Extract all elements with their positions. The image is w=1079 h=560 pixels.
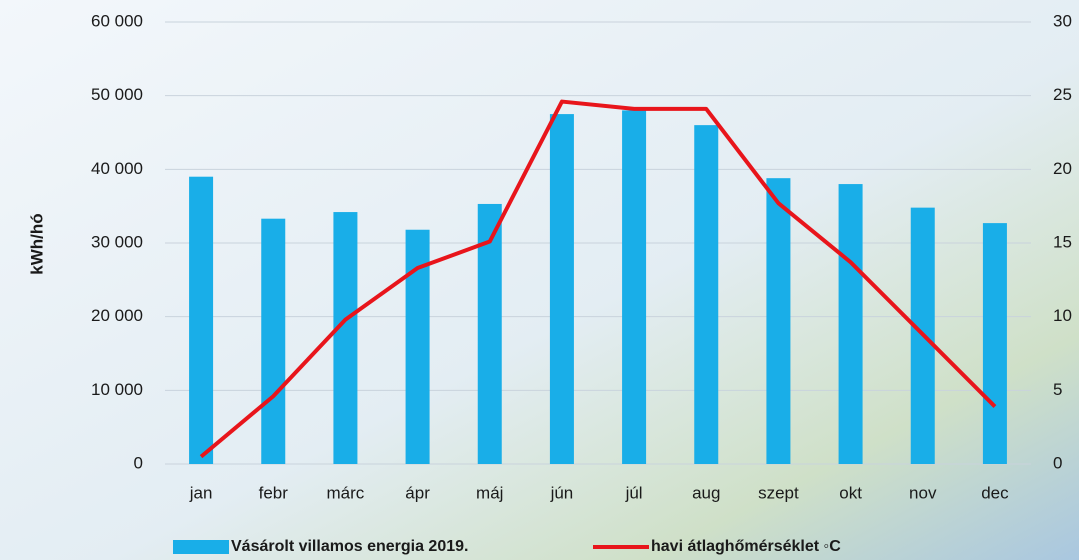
- bar: [622, 110, 646, 464]
- legend-swatch: [173, 540, 229, 554]
- legend-label: Vásárolt villamos energia 2019.: [231, 538, 468, 555]
- x-tick-label: jún: [550, 483, 574, 502]
- x-tick-label: febr: [259, 483, 289, 502]
- y-tick-label: 0: [134, 453, 143, 472]
- y-tick-label: 50 000: [91, 85, 143, 104]
- bar: [333, 212, 357, 464]
- legend-label: havi átlaghőmérséklet ◦C: [651, 538, 841, 555]
- y-tick-label: 30 000: [91, 232, 143, 251]
- x-tick-label: nov: [909, 483, 937, 502]
- x-tick-label: júl: [625, 483, 643, 502]
- y-tick-label: 10 000: [91, 380, 143, 399]
- y2-tick-label: 0: [1053, 453, 1062, 472]
- y2-tick-label: 20: [1053, 159, 1072, 178]
- bar: [694, 125, 718, 464]
- bar: [550, 114, 574, 464]
- chart: kWh/hó 0 10 000 20 000 30 000 40 000 50 000 60…: [0, 0, 1079, 560]
- bar: [261, 219, 285, 464]
- y2-tick-label: 30: [1053, 11, 1072, 30]
- x-tick-label: jan: [189, 483, 213, 502]
- x-tick-label: szept: [758, 483, 799, 502]
- y2-tick-label: 10: [1053, 306, 1072, 325]
- x-tick-label: okt: [839, 483, 862, 502]
- x-tick-label: dec: [981, 483, 1009, 502]
- page: {"chart_data":{"type":"bar-line", "categ…: [0, 0, 1079, 560]
- y2-tick-label: 15: [1053, 232, 1072, 251]
- bar: [983, 223, 1007, 464]
- x-tick-label: máj: [476, 483, 503, 502]
- x-tick-label: ápr: [405, 483, 430, 502]
- y-axis-label: kWh/hó: [27, 213, 46, 274]
- y-tick-label: 20 000: [91, 306, 143, 325]
- y-tick-label: 60 000: [91, 11, 143, 30]
- y-tick-label: 40 000: [91, 159, 143, 178]
- x-tick-label: márc: [327, 483, 365, 502]
- bar: [766, 178, 790, 464]
- x-tick-label: aug: [692, 483, 720, 502]
- y2-tick-label: 5: [1053, 380, 1062, 399]
- bar: [189, 177, 213, 464]
- bar: [839, 184, 863, 464]
- y2-tick-label: 25: [1053, 85, 1072, 104]
